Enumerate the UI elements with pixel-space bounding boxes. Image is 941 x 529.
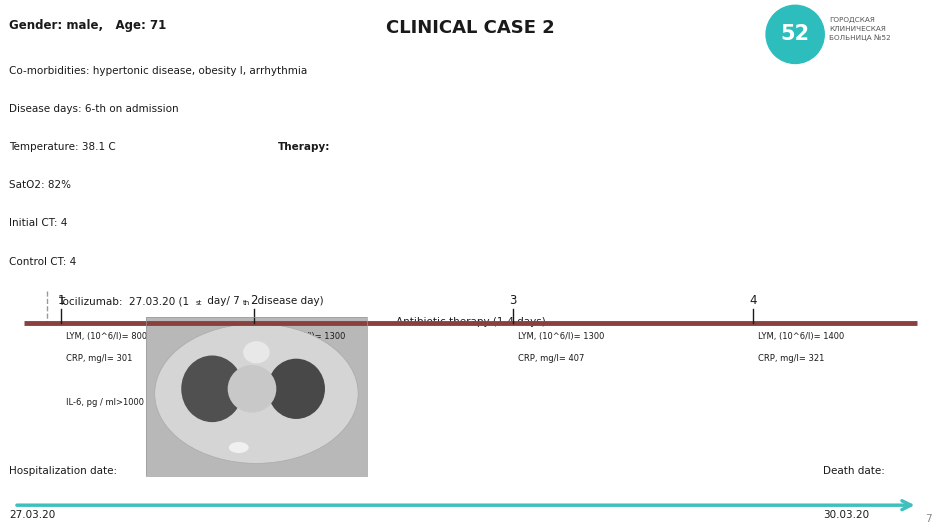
Bar: [146, 317, 367, 476]
Text: 7: 7: [925, 514, 932, 524]
Text: day/ 7: day/ 7: [204, 296, 240, 306]
Text: st: st: [196, 300, 202, 306]
Ellipse shape: [267, 359, 325, 419]
Ellipse shape: [182, 355, 243, 422]
Text: Death date:: Death date:: [823, 466, 885, 476]
Text: CRP, mg/l= 429: CRP, mg/l= 429: [259, 354, 325, 363]
Text: th: th: [243, 300, 250, 306]
Text: 2: 2: [250, 294, 258, 307]
Text: Gender: male,   Age: 71: Gender: male, Age: 71: [9, 19, 167, 32]
Text: 52: 52: [781, 24, 809, 44]
Text: IL-6, pg / ml=472: IL-6, pg / ml=472: [259, 398, 331, 407]
Text: Co-morbidities: hypertonic disease, obesity I, arrhythmia: Co-morbidities: hypertonic disease, obes…: [9, 66, 308, 76]
Text: Control CT: 4: Control CT: 4: [9, 257, 76, 267]
Text: CRP, mg/l= 301: CRP, mg/l= 301: [66, 354, 133, 363]
Text: 4: 4: [749, 294, 757, 307]
Text: Antibiotic therapy (1-4 days): Antibiotic therapy (1-4 days): [395, 317, 546, 327]
Text: LYM, (10^6/l)= 1300: LYM, (10^6/l)= 1300: [518, 332, 604, 341]
Ellipse shape: [243, 341, 270, 363]
Text: 1: 1: [57, 294, 65, 307]
Text: IL-6, pg / ml>1000: IL-6, pg / ml>1000: [66, 398, 144, 407]
Text: 27.03.20: 27.03.20: [9, 510, 56, 521]
Ellipse shape: [228, 365, 277, 413]
Text: Disease days: 6-th on admission: Disease days: 6-th on admission: [9, 104, 179, 114]
Text: CLINICAL CASE 2: CLINICAL CASE 2: [386, 19, 555, 37]
Text: 3: 3: [509, 294, 517, 307]
Text: LYM, (10^6/l)= 1300: LYM, (10^6/l)= 1300: [259, 332, 345, 341]
Text: 30.03.20: 30.03.20: [823, 510, 869, 521]
Text: SatO2: 82%: SatO2: 82%: [9, 180, 72, 190]
Text: disease day): disease day): [251, 296, 324, 306]
Text: LYM, (10^6/l)= 800: LYM, (10^6/l)= 800: [66, 332, 147, 341]
Text: Therapy:: Therapy:: [278, 142, 330, 152]
Text: CRP, mg/l= 321: CRP, mg/l= 321: [758, 354, 824, 363]
Text: Initial CT: 4: Initial CT: 4: [9, 218, 68, 229]
Text: LYM, (10^6/l)= 1400: LYM, (10^6/l)= 1400: [758, 332, 844, 341]
Text: Temperature: 38.1 C: Temperature: 38.1 C: [9, 142, 116, 152]
Bar: [146, 317, 367, 476]
Ellipse shape: [766, 5, 824, 63]
Text: Hospitalization date:: Hospitalization date:: [9, 466, 118, 476]
Text: Tocilizumab:  27.03.20 (1: Tocilizumab: 27.03.20 (1: [58, 296, 189, 306]
Ellipse shape: [229, 442, 248, 453]
Text: CRP, mg/l= 407: CRP, mg/l= 407: [518, 354, 584, 363]
Text: ГОРОДСКАЯ
КЛИНИЧЕСКАЯ
БОЛЬНИЦА №52: ГОРОДСКАЯ КЛИНИЧЕСКАЯ БОЛЬНИЦА №52: [829, 17, 891, 41]
Ellipse shape: [154, 324, 359, 463]
